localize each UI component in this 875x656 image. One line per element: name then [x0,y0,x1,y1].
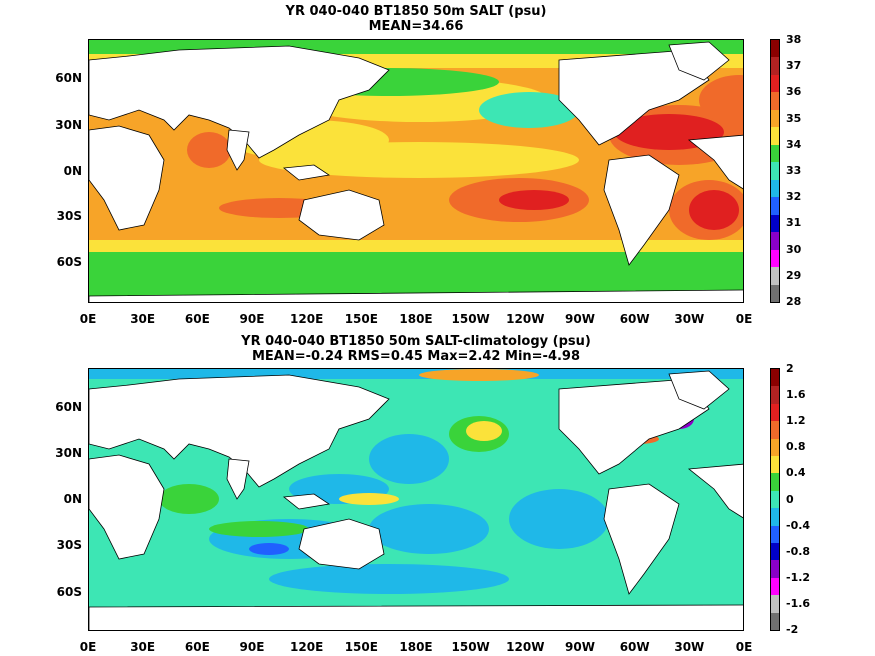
top-colorbar-tick-label: 32 [786,190,802,204]
top-colorbar-segment [771,40,779,58]
top-colorbar-tick-label: 28 [786,295,802,308]
bottom-colorbar-segment [771,456,779,474]
bottom-colorbar-segment [771,421,779,440]
top-title-line1: YR 040-040 BT1850 50m SALT (psu) [285,4,547,19]
top-colorbar-segment [771,109,779,128]
bottom-colorbar-tick-label: 1.6 [786,388,806,402]
bottom-colorbar-segment [771,543,779,561]
bottom-colorbar-segment [771,386,779,405]
top-lon-label: 0E [735,312,753,326]
bottom-colorbar-tick-label: 0.8 [786,440,806,454]
top-colorbar-tick-label: 29 [786,268,802,282]
bottom-lat-label-60s: 60S [56,585,82,599]
top-lon-label: 150W [451,312,490,326]
bottom-lon-label: 90W [565,640,595,654]
top-colorbar-tick-label: 33 [786,164,802,177]
bottom-colorbar-segment [771,438,779,457]
bottom-colorbar-segment [771,595,779,614]
top-colorbar-tick-label: 37 [786,59,802,73]
bottom-colorbar-tick-label: 1.2 [786,414,806,428]
bottom-lat-label-30s: 30S [56,538,82,552]
top-colorbar-segment [771,144,779,163]
top-lon-label: 180E [399,312,433,326]
bottom-colorbar-segment [771,612,779,631]
bottom-colorbar-segment [771,508,779,527]
top-map-svg [89,40,743,302]
top-lon-label: 30W [674,312,705,326]
bottom-colorbar-tick-label: -1.6 [786,596,811,610]
top-colorbar-segment [771,197,779,216]
top-colorbar-tick-label: 38 [786,33,802,46]
top-colorbar-segment [771,162,779,181]
bottom-colorbar-tick-label: -0.4 [786,518,811,532]
top-colorbar-segment [771,232,779,251]
top-lon-label: 0E [79,312,97,326]
top-colorbar-segment [771,57,779,76]
bottom-title-line2: MEAN=-0.24 RMS=0.45 Max=2.42 Min=-4.98 [251,349,581,364]
bottom-lat-label-0n: 0N [63,492,82,506]
top-colorbar-segment [771,127,779,146]
bottom-lon-label: 30W [674,640,705,654]
bottom-lon-label: 180E [399,640,433,654]
top-lat-label-60s: 60S [56,255,82,269]
top-colorbar-segment [771,179,779,198]
top-lat-label-30n: 30N [55,118,82,132]
bottom-lon-label: 150W [451,640,490,654]
top-lon-label: 60E [184,312,210,326]
top-colorbar-segment [771,92,779,111]
bottom-colorbar-tick-label: 0.4 [786,466,806,480]
top-colorbar-segment [771,267,779,286]
bottom-colorbar-tick-label: 2 [786,362,794,375]
top-lat-label-30s: 30S [56,209,82,223]
bottom-anomaly-map [88,368,744,631]
top-colorbar-segment [771,284,779,303]
top-colorbar-segment [771,74,779,93]
bottom-colorbar-segment [771,473,779,492]
bottom-lon-label: 90E [239,640,265,654]
bottom-colorbar-segment [771,403,779,422]
top-title-line2: MEAN=34.66 [368,19,464,34]
bottom-colorbar-segment [771,490,779,509]
bottom-colorbar [770,368,780,631]
top-colorbar-segment [771,249,779,268]
bottom-colorbar-segment [771,560,779,579]
top-lon-label: 30E [130,312,156,326]
bottom-colorbar-segment [771,369,779,387]
top-lon-label: 90W [565,312,595,326]
bottom-colorbar-tick-label: -1.2 [786,570,811,584]
top-colorbar [770,39,780,303]
top-lat-label-60n: 60N [55,71,82,85]
top-lat-label-0n: 0N [63,164,82,178]
top-colorbar-tick-label: 35 [786,111,802,125]
top-colorbar-segment [771,214,779,233]
bottom-map-svg [89,369,743,630]
bottom-lon-label: 60W [619,640,650,654]
top-colorbar-tick-label: 34 [786,137,802,151]
bottom-lon-label: 120W [506,640,545,654]
bottom-lon-label: 120E [290,640,324,654]
bottom-colorbar-tick-label: -2 [786,623,799,636]
bottom-colorbar-tick-label: -0.8 [786,544,811,558]
top-colorbar-tick-label: 31 [786,216,802,230]
top-colorbar-tick-label: 30 [786,242,802,256]
bottom-lat-label-30n: 30N [55,446,82,460]
bottom-lon-label: 0E [735,640,753,654]
top-lon-label: 120W [506,312,545,326]
bottom-lon-label: 60E [184,640,210,654]
bottom-colorbar-tick-label: 0 [786,492,794,506]
bottom-colorbar-segment [771,525,779,544]
bottom-title-line1: YR 040-040 BT1850 50m SALT-climatology (… [241,334,591,349]
top-colorbar-tick-label: 36 [786,85,802,99]
bottom-lon-label: 0E [79,640,97,654]
top-lon-label: 150E [344,312,378,326]
top-lon-label: 120E [290,312,324,326]
bottom-lon-label: 30E [130,640,156,654]
top-lon-label: 90E [239,312,265,326]
bottom-colorbar-segment [771,577,779,596]
top-salinity-map [88,39,744,303]
top-lon-label: 60W [619,312,650,326]
bottom-lon-label: 150E [344,640,378,654]
bottom-lat-label-60n: 60N [55,400,82,414]
